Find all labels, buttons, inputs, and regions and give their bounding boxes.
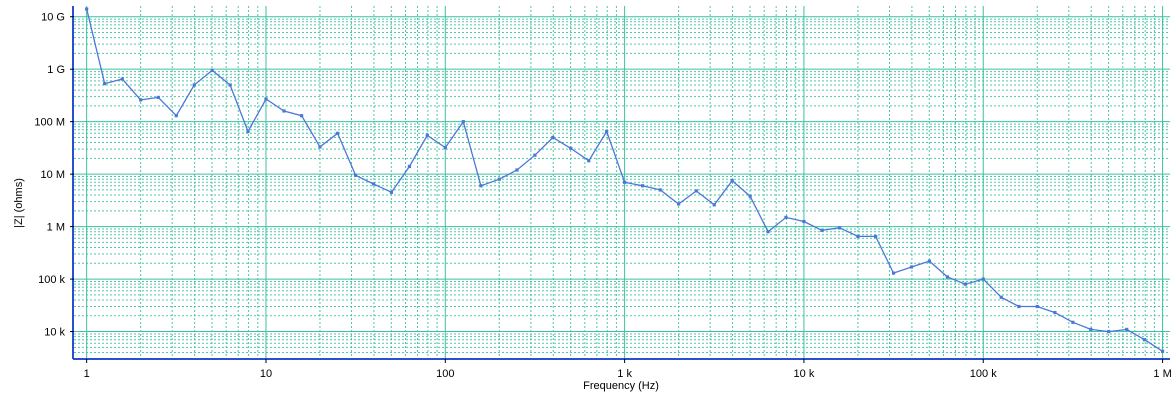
data-point	[963, 282, 967, 286]
x-tick-label: 1 k	[617, 368, 632, 380]
data-point	[1125, 327, 1129, 331]
data-point	[730, 179, 734, 183]
x-tick-label: 1 M	[1153, 368, 1171, 380]
data-point	[1035, 304, 1039, 309]
data-point	[497, 177, 501, 181]
data-point	[318, 145, 322, 149]
data-point	[820, 228, 824, 232]
x-tick-label: 1	[84, 368, 90, 380]
data-point	[587, 159, 591, 163]
data-point	[246, 129, 250, 134]
data-point	[85, 7, 89, 11]
data-point	[784, 215, 788, 219]
data-point	[120, 77, 124, 81]
data-point	[389, 190, 394, 194]
data-point	[676, 202, 681, 206]
major-grid	[74, 6, 1170, 359]
data-point	[228, 83, 232, 87]
x-tick-labels: 1 10 100 1 k 10 k 100 k 1 M	[84, 359, 1172, 380]
y-tick-label: 100 M	[34, 117, 65, 129]
data-point	[605, 129, 609, 134]
data-point	[533, 153, 537, 157]
data-point	[909, 265, 914, 269]
data-point	[658, 188, 662, 192]
data-point	[641, 184, 645, 188]
data-point	[443, 146, 447, 150]
data-point	[945, 275, 949, 279]
data-point	[461, 120, 465, 124]
data-point	[623, 180, 627, 184]
data-point	[407, 164, 412, 169]
data-point	[156, 95, 160, 99]
data-point	[1143, 338, 1147, 342]
y-tick-label: 1 M	[47, 222, 65, 234]
data-point	[264, 97, 268, 101]
y-tick-label: 10 G	[41, 12, 65, 24]
y-tick-labels: 10 k 100 k 1 M 10 M 100 M 1 G 10 G	[34, 12, 74, 339]
data-point	[856, 234, 860, 239]
y-axis-title: |Z| (ohms)	[13, 178, 25, 228]
data-point	[712, 203, 716, 207]
data-point	[1017, 304, 1021, 309]
data-point	[353, 173, 358, 177]
x-tick-label: 10 k	[794, 368, 815, 380]
series-impedance	[85, 7, 1165, 353]
data-point	[139, 98, 143, 102]
data-point	[694, 189, 698, 193]
y-tick-label: 10 M	[41, 169, 65, 181]
y-tick-label: 100 k	[38, 274, 65, 286]
x-axis-title: Frequency (Hz)	[583, 380, 659, 392]
data-point	[927, 259, 932, 263]
data-point	[551, 135, 555, 140]
data-point	[1071, 320, 1075, 324]
data-point	[103, 82, 107, 86]
x-tick-label: 100	[436, 368, 454, 380]
data-point	[515, 168, 519, 172]
data-point	[336, 131, 340, 135]
data-point	[1089, 327, 1093, 331]
data-point	[837, 226, 842, 230]
data-point	[1160, 349, 1165, 353]
data-point	[999, 295, 1003, 299]
data-point	[1107, 329, 1111, 334]
data-point	[425, 133, 429, 137]
y-tick-label: 1 G	[47, 64, 65, 76]
data-point	[174, 114, 178, 118]
data-point	[371, 182, 376, 186]
data-point	[569, 146, 573, 150]
data-point	[766, 230, 770, 234]
data-point	[748, 194, 752, 198]
data-point	[802, 219, 806, 224]
x-tick-label: 10	[260, 368, 272, 380]
y-tick-label: 10 k	[44, 327, 65, 339]
data-point	[210, 68, 214, 72]
data-point	[1053, 310, 1057, 315]
data-point	[192, 83, 196, 87]
data-point	[299, 114, 304, 118]
data-point	[891, 271, 896, 275]
x-tick-label: 100 k	[970, 368, 997, 380]
minor-grid	[74, 6, 1170, 360]
data-point	[981, 277, 985, 281]
data-point	[874, 234, 878, 239]
data-point	[282, 109, 286, 113]
data-point	[479, 184, 483, 188]
